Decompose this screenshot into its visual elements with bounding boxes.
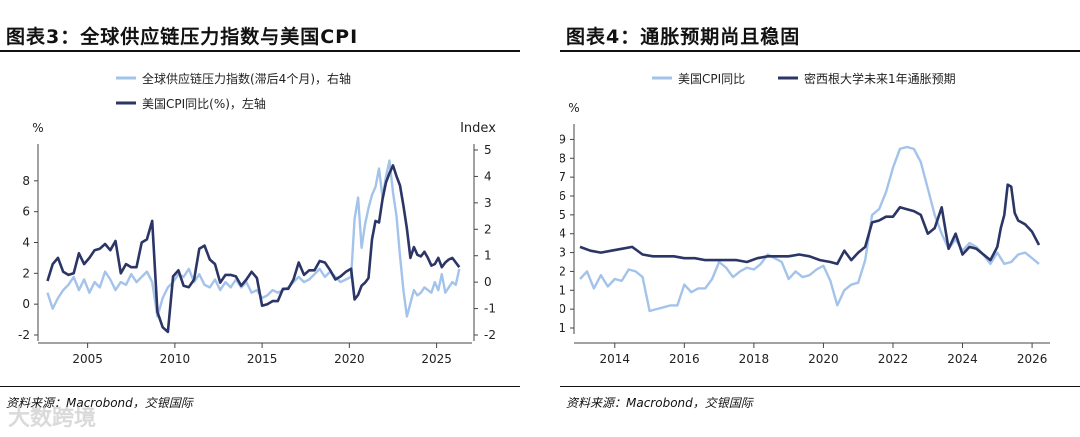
y-tick-label-right: 2 (484, 222, 492, 236)
y-tick-label-right: 4 (484, 169, 492, 183)
y-tick-label-left: -2 (18, 328, 30, 342)
x-tick-label: 2005 (72, 352, 103, 366)
source-note: 资料来源：Macrobond，交银国际 (6, 396, 193, 410)
y-tick-label-left: 1 (560, 283, 566, 297)
y-tick-label-left: 4 (560, 227, 566, 241)
legend-label-0: 全球供应链压力指数(滞后4个月)，右轴 (142, 71, 351, 86)
x-tick-label: 2016 (669, 352, 700, 366)
source-rule (560, 386, 1080, 387)
series-line-1 (46, 164, 461, 334)
y-axis-label-left: % (568, 101, 579, 115)
y-tick-label-right: 3 (484, 196, 492, 210)
x-tick-label: 2018 (739, 352, 770, 366)
y-tick-label-left: 8 (22, 174, 30, 188)
y-tick-label-left: 2 (22, 266, 30, 280)
y-tick-label-left: -1 (560, 321, 566, 335)
title-rule (0, 50, 520, 52)
chart-right-svg: -1 0 1 2 3 4 5 6 7 8 9% 2014 2016 2018 2020 2022 2024 202… (560, 71, 1050, 366)
chart-left-svg: -2 0 2 4 6 8% -2 -1 0 1 2 3 4 5 Index 2005 2010 2015 2020 2… (18, 71, 496, 366)
chart-title: 图表3：全球供应链压力指数与美国CPI (6, 26, 359, 48)
y-tick-label-right: 0 (484, 275, 492, 289)
y-tick-label-left: 7 (560, 170, 566, 184)
y-tick-label-right: -2 (484, 328, 496, 342)
source-note: 资料来源：Macrobond，交银国际 (566, 396, 753, 410)
x-tick-label: 2026 (1017, 352, 1048, 366)
y-tick-label-left: 6 (22, 205, 30, 219)
series-line-1 (579, 183, 1041, 266)
x-tick-label: 2024 (947, 352, 978, 366)
x-tick-label: 2010 (160, 352, 191, 366)
x-tick-label: 2015 (247, 352, 278, 366)
legend-label-1: 密西根大学未来1年通胀预期 (804, 71, 956, 86)
y-tick-label-right: 5 (484, 143, 492, 157)
y-axis-label-right: Index (460, 121, 496, 136)
chart-panel-left: 图表3：全球供应链压力指数与美国CPI -2 0 2 4 6 8% -2 -1 0 1 2 3 4 5 In… (0, 0, 520, 437)
y-tick-label-left: 8 (560, 151, 566, 165)
x-tick-label: 2014 (600, 352, 631, 366)
y-tick-label-left: 9 (560, 132, 566, 146)
x-tick-label: 2020 (334, 352, 365, 366)
y-tick-label-right: -1 (484, 302, 496, 316)
y-tick-label-left: 0 (22, 297, 30, 311)
y-tick-label-left: 2 (560, 264, 566, 278)
chart-panel-right: 图表4：通胀预期尚且稳固 -1 0 1 2 3 4 5 6 7 8 9% 2014 2016 2018 20… (560, 0, 1080, 437)
legend-label-0: 美国CPI同比 (678, 72, 745, 86)
series-line-0 (579, 145, 1040, 313)
y-axis-label-left: % (32, 121, 43, 135)
legend-label-1: 美国CPI同比(%)，左轴 (142, 96, 266, 111)
x-tick-label: 2022 (878, 352, 909, 366)
watermark: 大数跨境 (8, 406, 97, 431)
x-tick-label: 2025 (421, 352, 452, 366)
y-tick-label-left: 5 (560, 208, 566, 222)
series-line-0 (46, 159, 461, 318)
y-tick-label-left: 6 (560, 189, 566, 203)
x-tick-label: 2020 (808, 352, 839, 366)
title-rule (560, 50, 1080, 52)
source-rule (0, 386, 520, 387)
y-tick-label-left: 0 (560, 302, 566, 316)
y-tick-label-left: 3 (560, 246, 566, 260)
chart-title: 图表4：通胀预期尚且稳固 (566, 26, 801, 48)
y-tick-label-right: 1 (484, 249, 492, 263)
y-tick-label-left: 4 (22, 236, 30, 250)
